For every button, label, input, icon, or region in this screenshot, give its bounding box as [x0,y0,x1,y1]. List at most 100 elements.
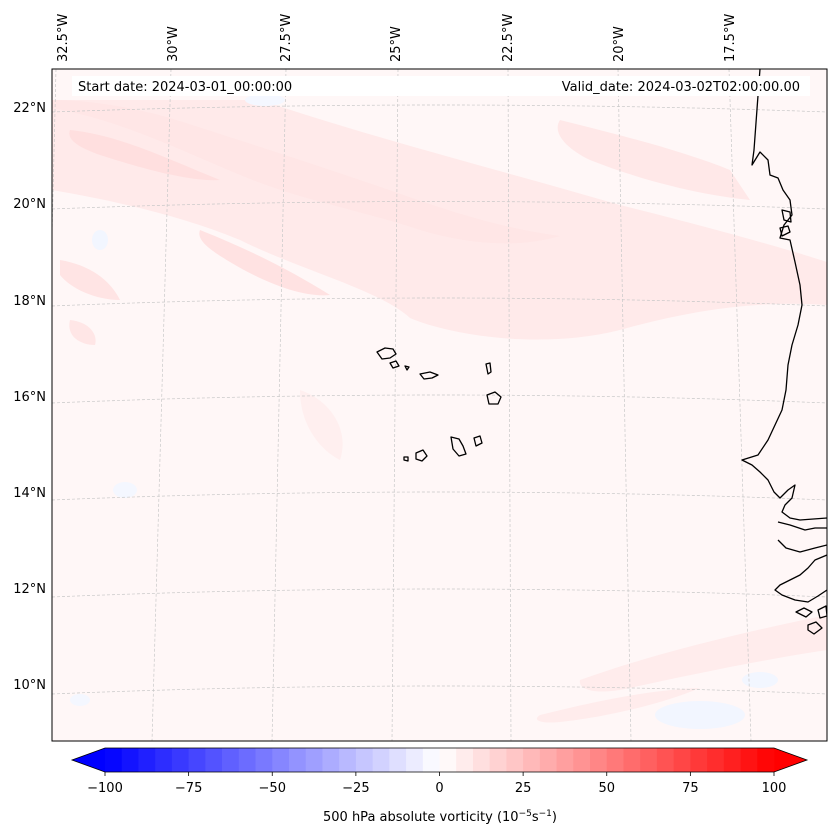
lat-label: 22°N [13,101,46,116]
island-sao-nicolau [419,371,439,380]
colorbar-tick-label: 0 [435,781,443,796]
island-sao-vicente [389,360,400,369]
gambia-estuary [777,521,827,531]
colorbar-tick-label: 50 [598,781,615,796]
colorbar-segment [690,748,708,772]
africa-coastline [741,69,827,521]
longitude-labels: 32.5°W 30°W 27.5°W 25°W 22.5°W 20°W 17.5… [56,14,738,62]
parallel-16n [52,394,827,404]
guinea-bissau-coast [777,539,827,553]
colorbar-segment [372,748,390,772]
colorbar-tick-label: −75 [175,781,202,796]
colorbar-segment [707,748,725,772]
island-fogo [415,449,428,462]
colorbar-segment [489,748,507,772]
dakhla-peninsula [781,209,792,223]
vorticity-band-south [579,615,827,692]
parallel-12n [52,588,827,598]
colorbar-segment [406,748,424,772]
colorbar-label-mid: s [532,810,539,825]
lat-label: 20°N [13,197,46,212]
vorticity-band-south-2 [536,688,700,723]
colorbar-segment [105,748,123,772]
colorbar-segment [238,748,256,772]
vorticity-streak-4 [69,320,96,345]
colorbar-extend-max [774,748,807,772]
parallel-14n [52,491,827,501]
colorbar-segment [155,748,173,772]
island-sal [485,362,492,375]
island-santiago [450,436,467,457]
info-box [72,76,810,96]
meridian-30w [151,69,172,741]
colorbar-segment [322,748,340,772]
colorbar-segment [656,748,675,772]
negative-patch-1 [655,701,745,729]
lat-label: 14°N [13,486,46,501]
colorbar-segment [188,748,206,772]
parallel-10n [52,685,827,695]
parallel-20n [52,201,827,210]
meridian-22-5w [507,69,512,741]
bijagos-island-3 [817,605,827,619]
vorticity-band-upper [52,100,560,244]
lat-label: 18°N [13,294,46,309]
meridian-27-5w [271,69,287,741]
colorbar-segments [72,748,807,772]
colorbar-segment [472,748,491,772]
colorbar-label-exp2: −1 [539,809,552,819]
start-date-label: Start date: 2024-03-01_00:00:00 [78,80,292,95]
negative-patch-6 [245,94,285,106]
colorbar-segment [355,748,373,772]
lat-label: 10°N [13,678,46,693]
colorbar-segment [757,748,775,772]
island-boa-vista [486,391,502,405]
colorbar-segment [205,748,223,772]
island-santa-luzia [404,365,410,371]
island-brava [403,456,409,462]
vorticity-streak-2 [199,230,330,296]
vorticity-streak-1 [69,130,220,181]
colorbar-segment [539,748,557,772]
lon-label: 32.5°W [56,14,71,62]
colorbar-segment [389,748,407,772]
island-maio [473,435,483,447]
colorbar-segment [222,748,240,772]
colorbar-segment [288,748,307,772]
lon-label: 27.5°W [279,14,294,62]
colorbar-segment [523,748,541,772]
colorbar-segment [272,748,290,772]
colorbar-tick-label: −50 [259,781,286,796]
colorbar-segment [640,748,658,772]
map-frame [51,68,828,742]
colorbar-segment [439,748,457,772]
colorbar-segment [673,748,691,772]
colorbar-segment [171,748,190,772]
colorbar-label-exp1: −5 [519,809,532,819]
colorbar-segment [606,748,624,772]
map-panel[interactable]: Start date: 2024-03-01_00:00:00 Valid_da… [40,68,828,742]
vorticity-patch-center [300,390,343,460]
colorbar-segment [255,748,273,772]
latitude-labels: 22°N 20°N 18°N 16°N 14°N 12°N 10°N [13,101,46,693]
vorticity-band-east [557,120,750,200]
colorbar-segment [339,748,357,772]
lon-label: 30°W [166,26,181,62]
bijagos-island-1 [795,607,813,618]
colorbar-segment [422,748,440,772]
coastlines [376,69,827,635]
lat-label: 16°N [13,390,46,405]
lon-label: 22.5°W [501,14,516,62]
colorbar-extend-min [72,748,105,772]
colorbar-label-suffix: ) [552,810,557,825]
colorbar-segment [723,748,741,772]
colorbar-segment [623,748,641,772]
vorticity-streak-3 [60,260,120,300]
colorbar-ticks: −100 −75 −50 −25 0 25 50 75 100 [87,772,786,796]
meridian-25w [391,69,399,741]
meridian-20w [617,69,632,741]
island-santo-antao [376,347,397,360]
colorbar-segment [590,748,608,772]
colorbar-label-prefix: 500 hPa absolute vorticity (10 [323,810,519,825]
